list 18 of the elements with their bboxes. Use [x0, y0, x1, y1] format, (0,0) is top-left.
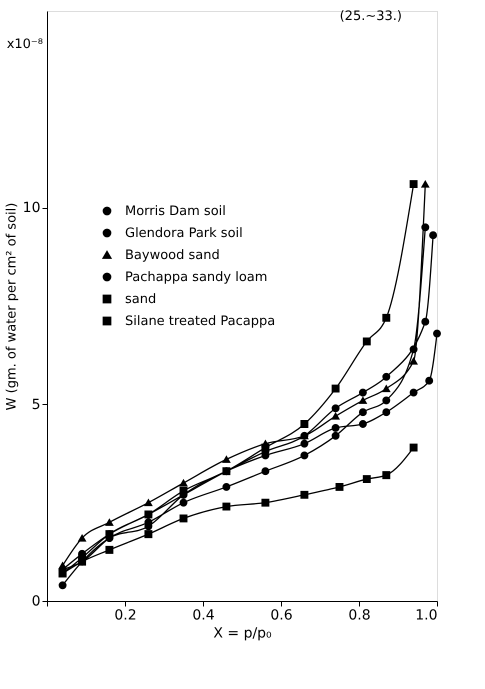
legend-label: Baywood sand [125, 248, 220, 263]
legend-label: Glendora Park soil [125, 226, 243, 241]
y-tick-label: 0 [32, 594, 40, 610]
x-axis-title: X = p/p₀ [213, 626, 272, 642]
y-axis-title: W (gm. of water per cm² of soil) [4, 202, 20, 410]
x-tick-label: 0.2 [114, 608, 137, 624]
legend-label: Morris Dam soil [125, 204, 226, 219]
annotation: (25.~33.) [340, 9, 402, 24]
x-tick-label: 0.6 [270, 608, 293, 624]
y-tick-label: 10 [22, 200, 40, 216]
x-tick-label: 0.4 [192, 608, 215, 624]
x-tick-label: 1.0 [415, 608, 438, 624]
legend-label: Silane treated Pacappa [125, 314, 276, 329]
legend-label: Pachappa sandy loam [125, 270, 268, 285]
x-tick-label: 0.8 [348, 608, 371, 624]
legend-label: sand [125, 292, 156, 307]
y-tick-label: 5 [32, 396, 40, 413]
text: x10⁻⁸ [6, 37, 43, 52]
